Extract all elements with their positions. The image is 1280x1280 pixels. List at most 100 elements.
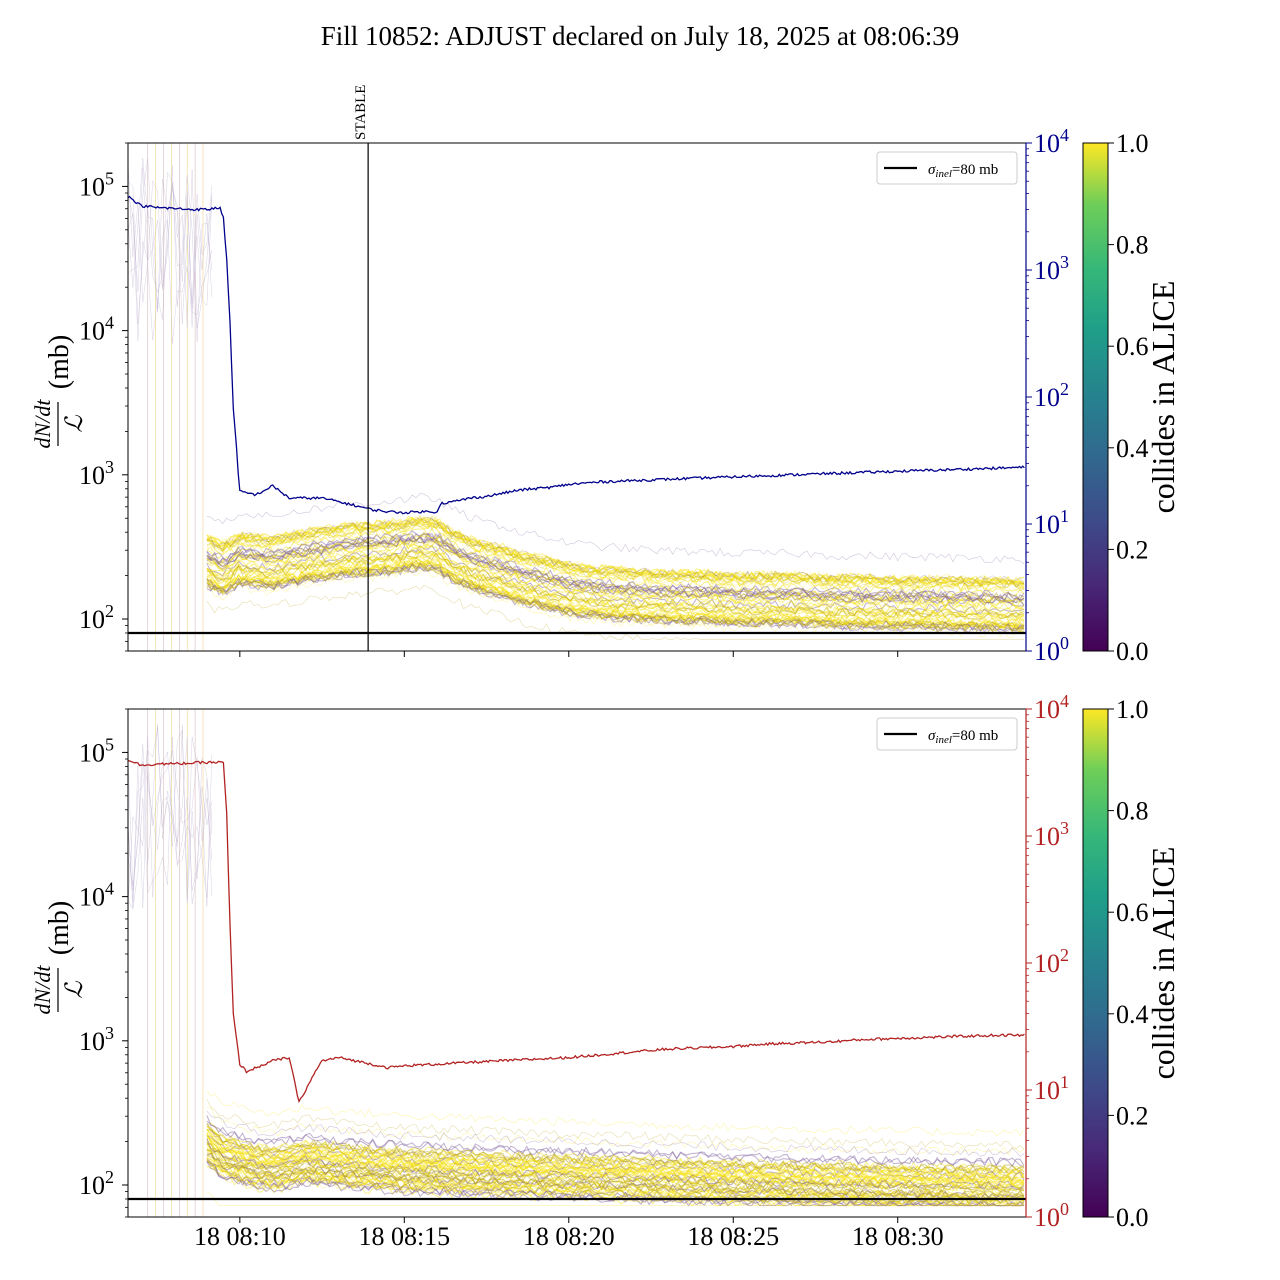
bunch-trace (206, 533, 1025, 604)
bunch-trace (206, 535, 1025, 604)
right-tick-label: 100 (1034, 633, 1069, 666)
bunch-trace (206, 1139, 1025, 1192)
y-axis-label: dN/dt ℒ (mb) (30, 335, 88, 449)
bunch-trace (206, 1152, 1025, 1201)
bunch-trace (206, 544, 1025, 613)
colorbar-tick-label: 0.6 (1116, 898, 1149, 927)
bunch-trace (206, 1120, 1025, 1168)
y-tick-label: 105 (79, 734, 114, 767)
colorbar-tick-label: 0.2 (1116, 1101, 1149, 1130)
bunch-trace (206, 515, 1025, 587)
x-tick-label: 18 08:15 (358, 1222, 450, 1251)
bunch-trace (206, 559, 1025, 630)
y-axis-label: dN/dt ℒ (mb) (30, 901, 88, 1015)
bunch-trace (206, 517, 1025, 585)
bunch-trace (206, 1126, 1025, 1176)
bunch-trace (206, 517, 1025, 589)
right-tick-label: 101 (1034, 506, 1069, 539)
bunch-trace (206, 1156, 1025, 1206)
bunch-trace (206, 522, 1025, 592)
y-tick-label: 105 (79, 168, 114, 201)
bunch-trace (206, 532, 1025, 603)
bunch-trace (206, 559, 1025, 630)
bunch-trace (206, 557, 1025, 628)
bunch-trace (206, 1157, 1025, 1207)
colorbar-tick-label: 0.0 (1116, 637, 1149, 666)
x-tick-label: 18 08:30 (852, 1222, 944, 1251)
bunch-trace (206, 515, 1025, 586)
bunch-trace (206, 563, 1025, 633)
ylabel-unit: (mb) (44, 335, 75, 389)
bunch-trace (206, 560, 1025, 631)
bunch-trace (206, 1122, 1025, 1174)
x-tick-label: 18 08:20 (523, 1222, 615, 1251)
bunch-trace (206, 561, 1025, 634)
bunch-trace (206, 546, 1025, 615)
early-trace (128, 724, 213, 903)
bunch-trace (206, 561, 1025, 633)
bunch-trace (206, 544, 1025, 614)
bunch-trace (206, 1160, 1025, 1207)
x-tick-label: 18 08:10 (194, 1222, 286, 1251)
bunch-trace (206, 1149, 1025, 1200)
bunch-trace (206, 1135, 1025, 1184)
y-tick-label: 104 (79, 313, 114, 346)
bunch-trace (206, 1125, 1025, 1178)
bunch-trace (206, 536, 1024, 607)
bunch-trace (206, 1136, 1025, 1187)
y-tick-label: 104 (79, 879, 114, 912)
bunch-trace (206, 1128, 1025, 1174)
bunch-trace (206, 537, 1025, 606)
bunch-trace (206, 1129, 1025, 1178)
ylabel-unit: (mb) (44, 901, 75, 955)
bunch-trace (206, 1144, 1025, 1192)
bunch-trace (206, 1128, 1025, 1182)
bunch-trace (206, 568, 1025, 639)
bunch-trace (206, 1165, 1024, 1207)
bunch-trace (206, 531, 1025, 602)
x-tick-label: 18 08:25 (687, 1222, 779, 1251)
bunch-trace (206, 518, 1025, 589)
bunch-trace (206, 537, 1025, 610)
bunch-trace (206, 1139, 1025, 1189)
legend-box (876, 717, 1018, 751)
colorbar-tick-label: 0.8 (1116, 231, 1149, 260)
ylabel-denominator: ℒ (62, 415, 88, 433)
bunch-trace (206, 1134, 1025, 1187)
bunch-trace (206, 1154, 1025, 1200)
bunch-trace (206, 1153, 1025, 1200)
bunch-trace (206, 552, 1025, 623)
bunch-trace (206, 1110, 1025, 1157)
early-trace (128, 157, 213, 329)
colorbar-tick-label: 0.4 (1116, 434, 1149, 463)
bunch-trace (206, 534, 1025, 606)
colorbar-tick-label: 1.0 (1116, 129, 1149, 158)
bunch-trace (206, 1137, 1025, 1184)
bunch-trace (206, 1099, 1025, 1150)
bunch-trace (206, 1191, 1024, 1206)
figure-title: Fill 10852: ADJUST declared on July 18, … (321, 21, 959, 51)
bunch-trace (206, 516, 1025, 586)
colorbar-tick-label: 0.4 (1116, 1000, 1149, 1029)
right-tick-label: 100 (1034, 1199, 1069, 1232)
right-tick-label: 104 (1034, 691, 1069, 724)
bunch-trace (206, 1149, 1025, 1201)
bunch-trace (206, 1149, 1025, 1198)
legend-box (876, 151, 1018, 185)
bunch-trace (206, 532, 1025, 602)
early-trace (128, 162, 213, 328)
bunch-trace (206, 548, 1025, 620)
bunch-trace (206, 524, 1025, 595)
bunch-trace (206, 1141, 1025, 1193)
early-trace (128, 735, 213, 906)
early-trace (128, 167, 213, 344)
bunch-trace (206, 1152, 1025, 1198)
bunch-trace (206, 518, 1025, 588)
bunch-trace (206, 1148, 1025, 1194)
bunch-trace (206, 1138, 1025, 1191)
panel-top: 102 103 104 105 100 101 102 103 104 dN/dt ℒ (mb… (30, 85, 1069, 666)
ylabel-denominator: ℒ (62, 981, 88, 999)
ylabel-numerator: dN/dt (30, 965, 55, 1015)
colorbar-tick-label: 0.2 (1116, 535, 1149, 564)
